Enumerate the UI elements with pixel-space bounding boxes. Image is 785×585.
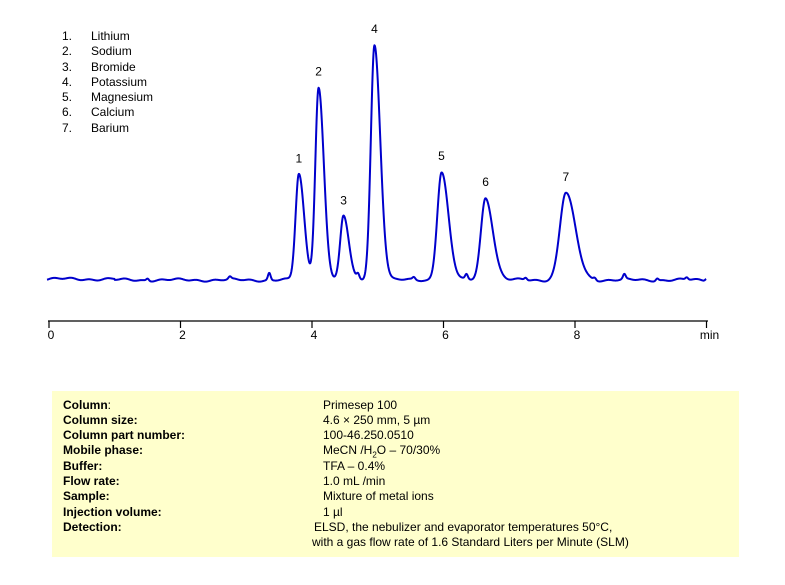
condition-label: Sample: [63, 489, 110, 503]
condition-value: 100-46.250.0510 [323, 428, 414, 442]
condition-value: 4.6 × 250 mm, 5 µm [323, 413, 431, 427]
condition-label: Column part number: [63, 428, 185, 442]
legend-item: 7. Barium [62, 120, 130, 135]
condition-value: 1.0 mL /min [323, 474, 386, 488]
legend-item: 2. Sodium [62, 44, 132, 59]
x-tick-label: 6 [442, 328, 449, 342]
x-tick-label: 2 [179, 328, 186, 342]
peak-label: 4 [371, 22, 378, 36]
x-axis: 0 2 4 6 8 min [48, 320, 719, 342]
method-conditions-box: Column: Primesep 100 Column size: 4.6 × … [52, 391, 739, 557]
chromatogram-chart: 1 2 3 4 5 6 7 0 2 4 6 8 min [46, 22, 719, 342]
condition-label: Mobile phase: [63, 443, 144, 457]
legend-item: 4. Potassium [62, 74, 148, 89]
legend-item: 1. Lithium [62, 29, 130, 43]
peak-label: 1 [296, 151, 303, 165]
condition-value: Primesep 100 [323, 398, 398, 412]
condition-value: 1 µl [323, 505, 343, 519]
legend-item: 6. Calcium [62, 105, 135, 120]
peak-label: 2 [315, 64, 322, 78]
compound-legend: 1. Lithium 2. Sodium 3. Bromide 4. Potassium… [62, 29, 153, 136]
condition-label: Injection volume: [63, 505, 162, 519]
legend-item: 5. Magnesium [62, 90, 154, 105]
condition-label: Column: [63, 398, 112, 412]
condition-value: ELSD, the nebulizer and evaporator tempe… [314, 520, 613, 534]
chromatogram-trace [46, 44, 707, 283]
condition-label: Flow rate: [63, 474, 120, 488]
condition-label: Column size: [63, 413, 138, 427]
condition-value: Mixture of metal ions [323, 489, 434, 503]
condition-value: MeCN /H2O – 70/30% [323, 443, 441, 460]
legend-item: 3. Bromide [62, 59, 136, 74]
peak-label: 6 [482, 175, 489, 189]
x-tick-label: 4 [311, 328, 318, 342]
x-tick-label: 0 [48, 328, 55, 342]
condition-value: with a gas flow rate of 1.6 Standard Lit… [312, 535, 629, 549]
x-tick-label: 8 [574, 328, 581, 342]
peak-label: 5 [438, 149, 445, 163]
peak-label: 3 [340, 194, 347, 208]
condition-label: Detection: [63, 520, 122, 534]
condition-label: Buffer: [63, 459, 103, 473]
condition-value: TFA – 0.4% [323, 459, 386, 473]
x-axis-unit-label: min [700, 328, 719, 342]
peak-labels: 1 2 3 4 5 6 7 [296, 22, 570, 208]
peak-label: 7 [562, 170, 569, 184]
